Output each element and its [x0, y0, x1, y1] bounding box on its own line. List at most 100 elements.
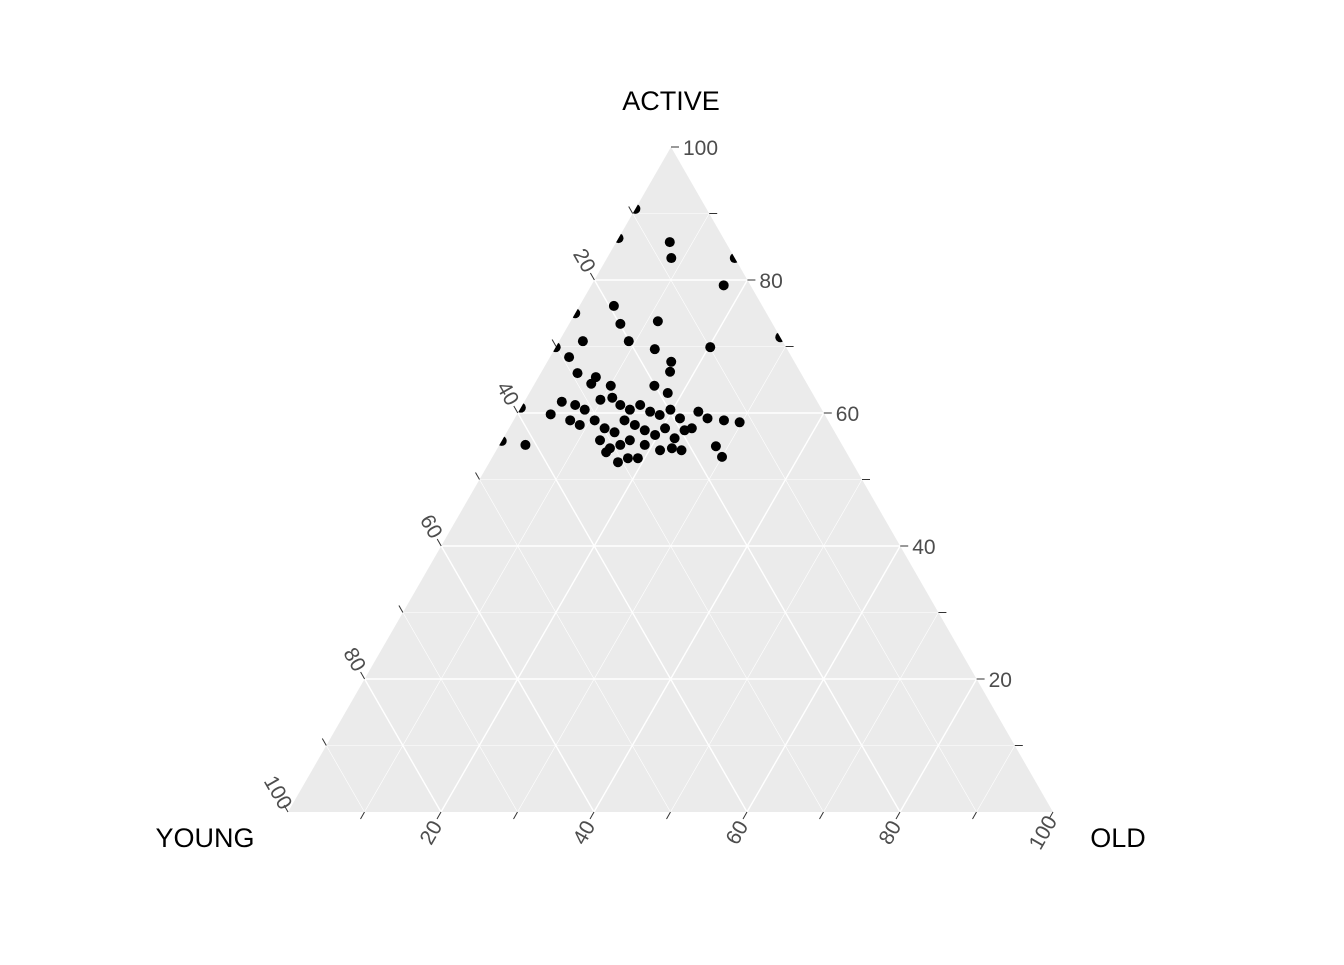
data-point — [702, 413, 713, 424]
grid-line-young — [555, 346, 824, 813]
data-point — [608, 300, 619, 311]
tick-label-active: 80 — [759, 270, 782, 293]
tick-label-active: 40 — [912, 536, 935, 559]
data-point — [574, 419, 585, 430]
data-point — [556, 396, 567, 407]
data-point — [652, 316, 663, 327]
tick-young — [283, 804, 289, 813]
tick-old — [513, 811, 518, 820]
data-point — [705, 342, 716, 353]
grid-line-old — [364, 213, 710, 813]
data-point — [605, 380, 616, 391]
grid-line-old — [976, 745, 1016, 813]
data-point — [550, 342, 561, 353]
data-point — [515, 402, 526, 413]
tick-young — [360, 671, 366, 680]
data-point — [649, 380, 660, 391]
data-point — [775, 332, 786, 343]
data-point — [577, 336, 588, 347]
tick-old — [436, 811, 442, 820]
data-point — [655, 445, 666, 456]
data-point — [669, 433, 680, 444]
tick-old — [589, 811, 595, 820]
tick-young — [436, 538, 442, 547]
data-point — [645, 406, 656, 417]
grid-lines — [326, 213, 1016, 813]
data-point — [589, 415, 600, 426]
data-point — [665, 404, 676, 415]
tick-old — [360, 811, 365, 820]
data-point — [564, 352, 575, 363]
grid-line-old — [899, 678, 978, 813]
grid-line-young — [402, 612, 518, 813]
data-point — [613, 233, 624, 244]
data-point — [595, 435, 606, 446]
data-point — [710, 441, 721, 452]
tick-label-young: 80 — [338, 644, 370, 676]
tick-label-old: 40 — [569, 817, 601, 849]
data-point — [650, 429, 661, 440]
data-point — [595, 394, 606, 405]
tick-old — [1048, 811, 1054, 820]
data-point — [729, 253, 740, 264]
data-point — [570, 308, 581, 319]
tick-young — [475, 472, 480, 480]
tick-label-old: 100 — [1025, 812, 1062, 854]
data-point — [619, 415, 630, 426]
tick-label-young: 60 — [415, 511, 447, 543]
data-point — [622, 453, 633, 464]
data-point — [612, 457, 623, 468]
data-point — [666, 253, 677, 264]
data-point — [664, 237, 675, 248]
tick-label-young: 40 — [492, 378, 524, 410]
data-point — [686, 423, 697, 434]
data-point — [624, 435, 635, 446]
data-point — [545, 409, 556, 420]
data-point — [615, 318, 626, 329]
axis-title-active: ACTIVE — [622, 86, 720, 116]
data-point — [665, 366, 676, 377]
tick-label-active: 60 — [836, 403, 859, 426]
data-point — [609, 427, 620, 438]
tick-label-old: 20 — [416, 817, 448, 849]
tick-old — [819, 811, 824, 820]
data-point — [496, 435, 507, 446]
data-point — [717, 451, 728, 462]
data-point — [649, 344, 660, 355]
data-point — [666, 443, 677, 454]
grid-line-young — [479, 479, 671, 813]
tick-label-old: 60 — [722, 817, 754, 849]
data-point — [693, 406, 704, 417]
data-point — [565, 415, 576, 426]
data-point — [660, 423, 671, 434]
tick-label-young: 20 — [568, 245, 600, 277]
data-point — [654, 409, 665, 420]
data-point — [639, 425, 650, 436]
tick-young — [551, 339, 557, 347]
data-point — [734, 417, 745, 428]
data-point — [615, 439, 626, 450]
tick-young — [628, 206, 634, 214]
axis-title-old: OLD — [1090, 823, 1146, 853]
data-point — [718, 415, 729, 426]
data-point — [629, 419, 640, 430]
data-point — [635, 400, 646, 411]
tick-old — [742, 811, 748, 820]
data-point — [623, 336, 634, 347]
data-point — [666, 356, 677, 367]
tick-label-active: 20 — [989, 669, 1012, 692]
data-point — [601, 447, 612, 458]
tick-young — [398, 605, 404, 613]
grid-line-young — [440, 545, 595, 813]
tick-young — [513, 405, 519, 414]
tick-label-old: 80 — [875, 817, 907, 849]
data-point — [718, 280, 729, 291]
data-point — [615, 400, 626, 411]
data-point — [632, 453, 643, 464]
data-point — [579, 404, 590, 415]
data-point — [570, 400, 581, 411]
data-point — [676, 445, 687, 456]
data-point — [520, 439, 531, 450]
data-point — [586, 378, 597, 389]
